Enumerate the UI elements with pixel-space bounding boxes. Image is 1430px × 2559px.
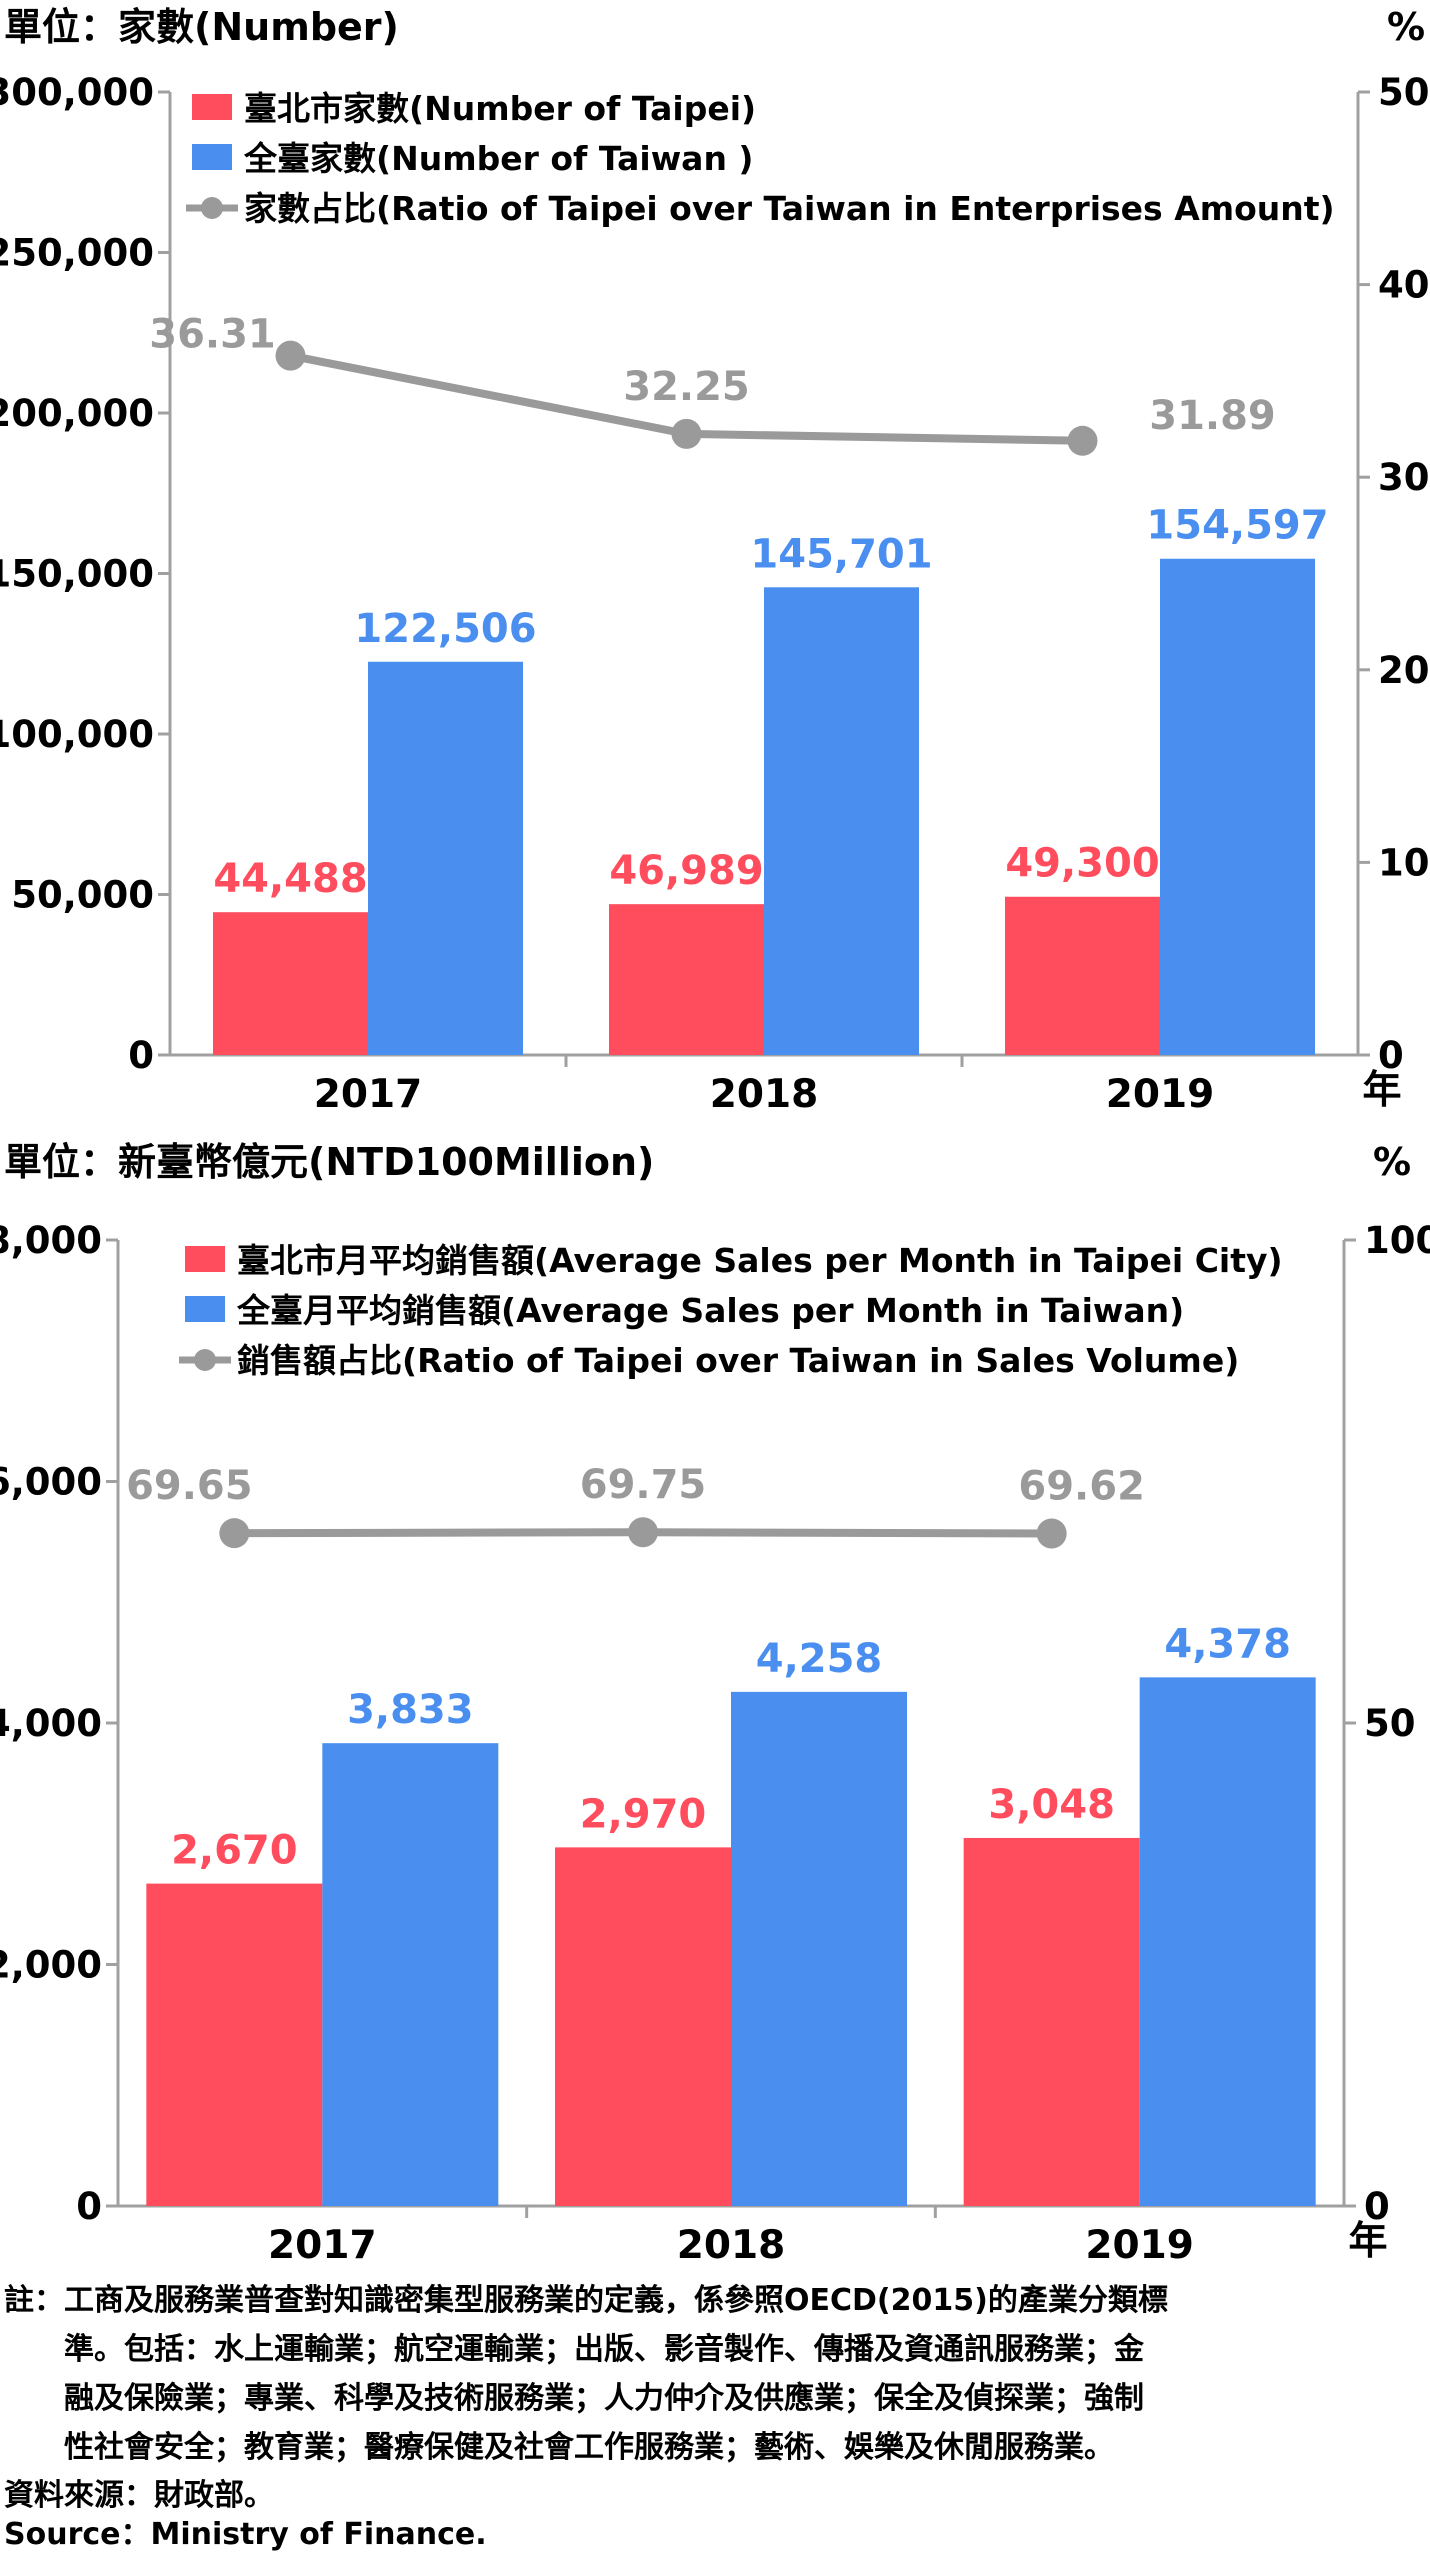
left-axis-unit-label: 單位：家數(Number) [4,5,399,49]
left-axis-tick-label: 2,000 [0,1944,102,1987]
ratio-point-2018 [628,1517,658,1548]
note-line-3: 融及保險業；專業、科學及技術服務業；人力仲介及供應業；保全及偵探業；強制 [4,2381,1144,2416]
legend-label-ratio: 銷售額占比(Ratio of Taipei over Taiwan in Sal… [237,1341,1239,1380]
right-axis-tick-label: 0 [1378,1034,1404,1077]
right-axis-tick-label: 50 [1364,1702,1416,1745]
right-axis-tick-label: 40 [1378,264,1430,307]
taipei-value-label-2018: 2,970 [580,1791,707,1837]
taipei-bar-2017 [146,1883,323,2206]
ratio-value-label-2019: 31.89 [1149,393,1276,439]
right-axis-unit-label: % [1373,1140,1411,1184]
taiwan-value-label-2017: 122,506 [354,606,536,652]
legend-swatch-taipei [185,1246,225,1272]
right-axis-tick-label: 10 [1378,841,1430,884]
taipei-bar-2018 [555,1847,731,2206]
taiwan-value-label-2018: 4,258 [756,1636,883,1682]
left-axis-tick-label: 250,000 [0,232,154,275]
taipei-bar-2017 [213,912,368,1055]
legend-label-taipei: 臺北市家數(Number of Taipei) [244,89,756,128]
right-axis-tick-label: 20 [1378,649,1430,692]
x-axis-year-suffix: 年 [1362,1068,1401,1113]
taiwan-bar-2019 [1160,558,1315,1055]
legend-label-taipei: 臺北市月平均銷售額(Average Sales per Month in Tai… [237,1241,1283,1280]
x-axis-category-label: 2019 [1106,1072,1215,1117]
taipei-value-label-2018: 46,989 [609,848,763,894]
taiwan-bar-2018 [731,1691,907,2206]
left-axis-unit-label: 單位：新臺幣億元(NTD100Million) [4,1140,654,1184]
ratio-point-2019 [1067,425,1098,456]
note-line-1: 註：工商及服務業普查對知識密集型服務業的定義，係參照OECD(2015)的產業分… [4,2283,1168,2318]
taipei-bar-2019 [963,1837,1140,2206]
taipei-bar-2018 [609,904,764,1055]
x-axis-category-label: 2017 [268,2223,377,2268]
x-axis-category-label: 2017 [314,1072,423,1117]
legend-label-taiwan: 全臺家數(Number of Taiwan ) [243,139,754,178]
enterprises-chart: 單位：家數(Number) % 0 50,000 100,000 150,000 200,0… [0,5,1430,1117]
legend-swatch-taiwan [185,1296,225,1322]
taipei-value-label-2019: 49,300 [1005,841,1159,887]
ratio-value-label-2019: 69.62 [1018,1463,1145,1509]
ratio-value-label-2017: 36.31 [149,312,276,358]
x-axis-year-suffix: 年 [1348,2219,1387,2264]
taiwan-value-label-2018: 145,701 [750,531,932,577]
taiwan-value-label-2017: 3,833 [347,1687,474,1733]
source-en: Source：Ministry of Finance. [4,2517,487,2552]
right-axis-unit-label: % [1387,5,1425,49]
ratio-point-2019 [1036,1518,1067,1549]
right-axis-tick-label: 100 [1364,1219,1430,1262]
left-axis-tick-label: 50,000 [11,874,154,917]
sales-chart: 單位：新臺幣億元(NTD100Million)% 0 2,000 4,000 6,000… [0,1140,1430,2268]
left-axis-tick-label: 0 [128,1034,154,1077]
x-axis-category-label: 2018 [677,2223,786,2268]
taipei-value-label-2019: 3,048 [988,1782,1115,1828]
ratio-value-label-2018: 32.25 [623,364,750,410]
source-zh: 資料來源：財政部。 [4,2478,274,2513]
legend-swatch-taipei [192,94,232,120]
left-axis-tick-label: 200,000 [0,392,154,435]
left-axis-tick-label: 300,000 [0,71,154,114]
right-axis-tick-label: 0 [1364,2185,1390,2228]
left-axis-tick-label: 150,000 [0,553,154,596]
legend-swatch-taiwan [192,144,232,170]
right-axis-tick-label: 50 [1378,71,1430,114]
taiwan-value-label-2019: 4,378 [1164,1621,1291,1667]
legend-label-taiwan: 全臺月平均銷售額(Average Sales per Month in Taiw… [236,1291,1184,1330]
ratio-value-label-2018: 69.75 [580,1462,707,1508]
right-axis-tick-label: 30 [1378,456,1430,499]
ratio-point-2018 [671,418,702,449]
note-line-4: 性社會安全；教育業；醫療保健及社會工作服務業；藝術、娛樂及休閒服務業。 [4,2430,1114,2465]
left-axis-tick-label: 100,000 [0,713,154,756]
left-axis-tick-label: 8,000 [0,1219,102,1262]
legend-swatch-ratio-marker [194,1349,216,1371]
ratio-value-label-2017: 69.65 [126,1463,253,1509]
taiwan-bar-2017 [322,1743,499,2206]
ratio-point-2017 [219,1518,250,1549]
taiwan-bar-2018 [764,587,919,1055]
taipei-value-label-2017: 2,670 [171,1828,298,1874]
taiwan-bar-2019 [1139,1677,1316,2206]
taipei-value-label-2017: 44,488 [213,856,367,902]
legend-swatch-ratio-marker [201,197,223,219]
ratio-point-2017 [275,340,306,371]
taiwan-value-label-2019: 154,597 [1146,503,1328,549]
note-line-2: 準。包括：水上運輸業；航空運輸業；出版、影音製作、傳播及資通訊服務業；金 [4,2332,1144,2367]
taiwan-bar-2017 [368,661,523,1055]
left-axis-tick-label: 0 [76,2185,102,2228]
taipei-bar-2019 [1005,896,1160,1055]
left-axis-tick-label: 4,000 [0,1702,102,1745]
legend-label-ratio: 家數占比(Ratio of Taipei over Taiwan in Ente… [244,189,1335,228]
left-axis-tick-label: 6,000 [0,1461,102,1504]
x-axis-category-label: 2018 [710,1072,819,1117]
x-axis-category-label: 2019 [1085,2223,1194,2268]
